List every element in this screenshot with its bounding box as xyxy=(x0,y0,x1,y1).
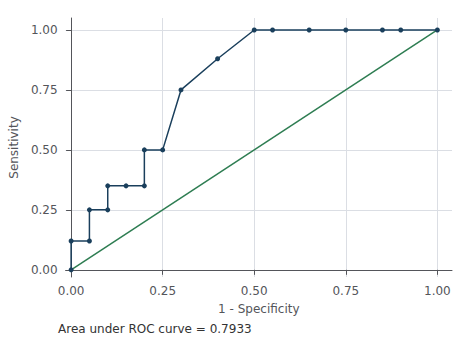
svg-text:1.00: 1.00 xyxy=(424,284,451,298)
svg-text:0.75: 0.75 xyxy=(332,284,359,298)
svg-text:Sensitivity: Sensitivity xyxy=(7,116,21,178)
svg-text:0.00: 0.00 xyxy=(31,263,58,277)
svg-text:0.50: 0.50 xyxy=(241,284,268,298)
svg-text:0.50: 0.50 xyxy=(31,143,58,157)
svg-text:0.25: 0.25 xyxy=(149,284,176,298)
svg-text:0.25: 0.25 xyxy=(31,203,58,217)
svg-text:0.00: 0.00 xyxy=(58,284,85,298)
svg-text:Area under ROC curve = 0.7933: Area under ROC curve = 0.7933 xyxy=(58,322,252,336)
svg-text:1 - Specificity: 1 - Specificity xyxy=(218,302,299,316)
svg-text:0.75: 0.75 xyxy=(31,83,58,97)
svg-text:1.00: 1.00 xyxy=(31,23,58,37)
